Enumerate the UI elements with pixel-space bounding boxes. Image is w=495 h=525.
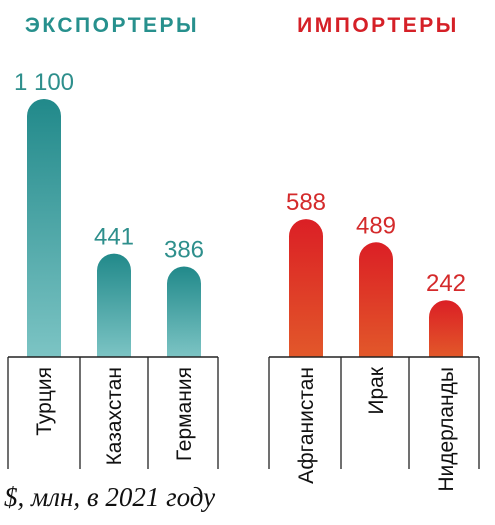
exporter-bar xyxy=(167,266,201,357)
importer-value-label: 588 xyxy=(286,189,326,216)
importers-title: ИМПОРТЕРЫ xyxy=(297,14,459,37)
exporter-category-label: Германия xyxy=(173,367,196,461)
importer-category-label: Нидерланды xyxy=(435,367,458,492)
exporter-value-label: 441 xyxy=(94,224,134,251)
importer-value-label: 242 xyxy=(426,270,466,297)
exporter-value-label: 386 xyxy=(164,236,204,263)
importer-category-label: Ирак xyxy=(365,366,388,414)
importer-bar xyxy=(359,242,393,357)
exporter-bar xyxy=(27,99,61,357)
exporter-value-label: 1 100 xyxy=(14,69,74,96)
exporter-category-label: Турция xyxy=(33,367,56,436)
unit-note: $, млн, в 2021 году xyxy=(4,482,216,512)
importer-value-label: 489 xyxy=(356,212,396,239)
importer-bar xyxy=(429,300,463,357)
importer-bar xyxy=(289,219,323,357)
importer-category-label: Афганистан xyxy=(295,367,318,484)
exporters-title: ЭКСПОРТЕРЫ xyxy=(25,14,199,37)
exporter-category-label: Казахстан xyxy=(103,367,126,465)
exporter-bar xyxy=(97,253,131,357)
